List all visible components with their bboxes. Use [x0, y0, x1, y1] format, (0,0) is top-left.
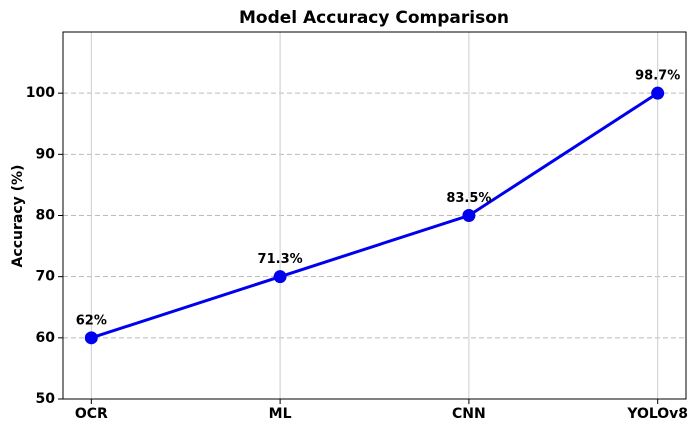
x-tick-label: YOLOv8 [626, 406, 688, 422]
point [651, 86, 665, 100]
y-axis-label: Accuracy (%) [10, 165, 26, 268]
annotation: 98.7% [635, 69, 680, 84]
y-tick-label: 50 [36, 391, 56, 407]
x-tick-label: OCR [75, 406, 108, 422]
point [84, 331, 98, 345]
y-tick-label: 80 [36, 208, 56, 224]
y-tick-label: 90 [36, 146, 56, 162]
y-tick-label: 70 [36, 269, 56, 285]
x-tick-label: ML [269, 406, 292, 422]
line [90, 91, 659, 340]
annotation: 62% [76, 313, 107, 328]
annotation: 83.5% [446, 191, 491, 206]
point [273, 270, 287, 284]
chart-title: Model Accuracy Comparison [239, 8, 509, 28]
y-tick-label: 100 [26, 85, 55, 101]
point [462, 209, 476, 222]
x-tick-label: CNN [452, 406, 486, 422]
y-tick-label: 60 [36, 330, 56, 346]
annotation: 71.3% [258, 252, 303, 267]
plot-frame [62, 31, 687, 400]
